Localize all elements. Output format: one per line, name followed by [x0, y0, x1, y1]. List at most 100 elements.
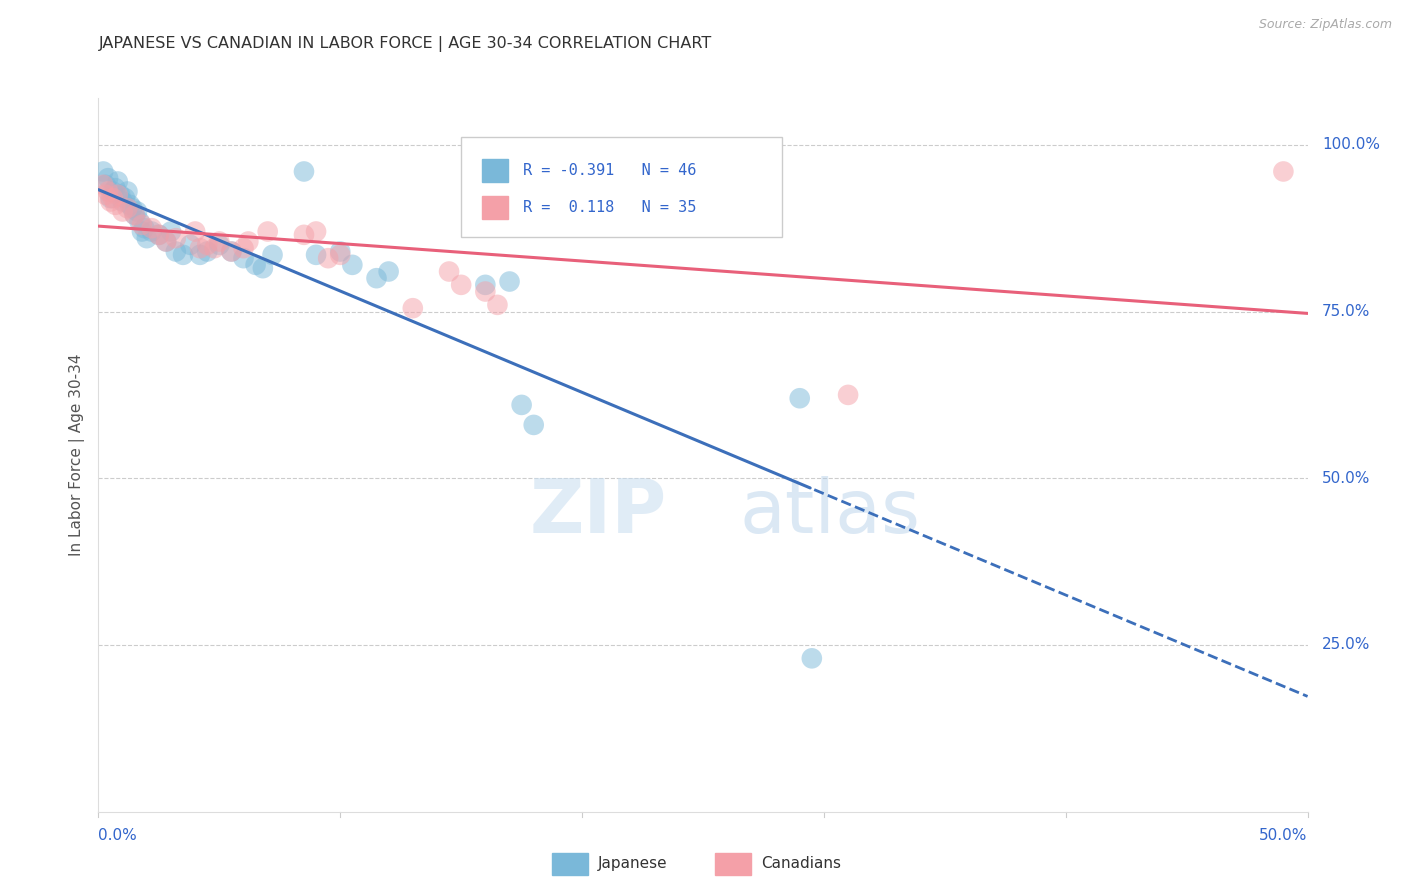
- Point: [100, 194, 122, 209]
- Point: [342, 258, 364, 272]
- Point: [97, 185, 120, 199]
- Bar: [482, 196, 509, 219]
- Point: [316, 251, 339, 265]
- Point: [789, 391, 811, 405]
- Point: [292, 227, 315, 242]
- Point: [329, 244, 352, 259]
- Point: [127, 204, 149, 219]
- Point: [141, 225, 163, 239]
- Point: [232, 241, 254, 255]
- Point: [101, 191, 124, 205]
- Text: Source: ZipAtlas.com: Source: ZipAtlas.com: [1258, 18, 1392, 31]
- Point: [208, 235, 231, 249]
- Text: R =  0.118   N = 35: R = 0.118 N = 35: [523, 200, 696, 215]
- Point: [292, 164, 315, 178]
- Point: [188, 248, 211, 262]
- Text: 50.0%: 50.0%: [1260, 829, 1308, 844]
- Point: [208, 237, 231, 252]
- Point: [184, 225, 207, 239]
- Point: [377, 264, 399, 278]
- Point: [117, 185, 139, 199]
- Point: [1272, 164, 1295, 178]
- Text: 75.0%: 75.0%: [1322, 304, 1371, 319]
- Point: [135, 231, 157, 245]
- Point: [510, 398, 533, 412]
- Point: [131, 218, 153, 232]
- Point: [94, 187, 117, 202]
- Point: [118, 198, 141, 212]
- Point: [108, 187, 131, 202]
- Point: [305, 248, 328, 262]
- Text: ZIP: ZIP: [530, 475, 666, 549]
- Text: 0.0%: 0.0%: [98, 829, 138, 844]
- Bar: [716, 853, 751, 874]
- Text: 100.0%: 100.0%: [1322, 137, 1381, 153]
- Point: [111, 194, 134, 209]
- Text: atlas: atlas: [740, 475, 921, 549]
- Point: [94, 178, 117, 192]
- Point: [124, 208, 146, 222]
- Point: [148, 227, 170, 242]
- Point: [437, 264, 460, 278]
- Point: [366, 271, 388, 285]
- Point: [800, 651, 823, 665]
- Point: [128, 214, 150, 228]
- Point: [104, 198, 127, 212]
- Point: [256, 225, 278, 239]
- Point: [837, 388, 859, 402]
- Point: [262, 248, 284, 262]
- Point: [97, 171, 120, 186]
- Point: [221, 244, 243, 259]
- Point: [221, 244, 243, 259]
- Point: [100, 191, 122, 205]
- Point: [134, 221, 156, 235]
- Point: [117, 201, 139, 215]
- Point: [124, 208, 146, 222]
- Point: [179, 237, 201, 252]
- Point: [160, 225, 183, 239]
- FancyBboxPatch shape: [461, 137, 782, 237]
- Point: [111, 204, 134, 219]
- Bar: [551, 853, 588, 874]
- Text: JAPANESE VS CANADIAN IN LABOR FORCE | AGE 30-34 CORRELATION CHART: JAPANESE VS CANADIAN IN LABOR FORCE | AG…: [98, 36, 711, 52]
- Point: [486, 298, 509, 312]
- Point: [101, 185, 124, 199]
- Point: [402, 301, 425, 316]
- Point: [104, 181, 127, 195]
- Point: [155, 235, 177, 249]
- Point: [252, 261, 274, 276]
- Point: [155, 235, 177, 249]
- Point: [238, 235, 260, 249]
- Point: [232, 251, 254, 265]
- Text: Canadians: Canadians: [761, 855, 841, 871]
- Point: [204, 241, 226, 255]
- Point: [523, 417, 546, 432]
- Bar: [482, 159, 509, 182]
- Point: [165, 231, 187, 245]
- Point: [131, 225, 153, 239]
- Point: [245, 258, 267, 272]
- Point: [114, 191, 136, 205]
- Point: [450, 277, 472, 292]
- Point: [107, 174, 129, 188]
- Point: [165, 244, 187, 259]
- Point: [498, 275, 520, 289]
- Point: [195, 244, 218, 259]
- Point: [91, 178, 114, 192]
- Point: [474, 277, 496, 292]
- Text: 50.0%: 50.0%: [1322, 471, 1371, 486]
- Point: [91, 164, 114, 178]
- Point: [107, 187, 129, 202]
- Point: [121, 201, 143, 215]
- Text: R = -0.391   N = 46: R = -0.391 N = 46: [523, 163, 696, 178]
- Point: [188, 241, 211, 255]
- Point: [195, 237, 218, 252]
- Point: [329, 248, 352, 262]
- Point: [172, 248, 194, 262]
- Point: [305, 225, 328, 239]
- Point: [141, 221, 163, 235]
- Point: [474, 285, 496, 299]
- Point: [148, 227, 170, 242]
- Y-axis label: In Labor Force | Age 30-34: In Labor Force | Age 30-34: [69, 353, 84, 557]
- Text: Japanese: Japanese: [598, 855, 668, 871]
